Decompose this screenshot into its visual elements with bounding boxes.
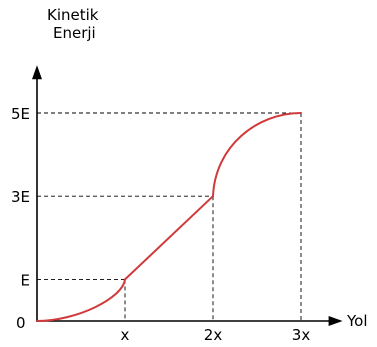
series-segment [124,195,214,281]
y-tick-label: 3E [11,188,30,206]
x-tick-label: x [121,326,130,344]
y-axis-label-line-1: Kinetik [47,6,99,24]
x-axis-arrow-icon [328,316,343,326]
x-tick-label: 3x [292,326,311,344]
x-tick-labels: x 2x 3x [121,326,311,344]
dashed-guide-lines [37,112,302,321]
y-axis-label-line-2: Enerji [53,24,96,42]
y-axis-arrow-icon [32,65,42,80]
origin-label: 0 [16,314,26,332]
series-segment [36,278,126,322]
energy-series [36,112,302,322]
y-tick-label: 5E [11,105,30,123]
series-segment [212,112,302,198]
y-tick-labels: E 3E 5E [11,105,30,289]
x-axis-label: Yol [346,312,368,330]
x-tick-label: 2x [204,326,223,344]
y-tick-label: E [21,271,30,289]
